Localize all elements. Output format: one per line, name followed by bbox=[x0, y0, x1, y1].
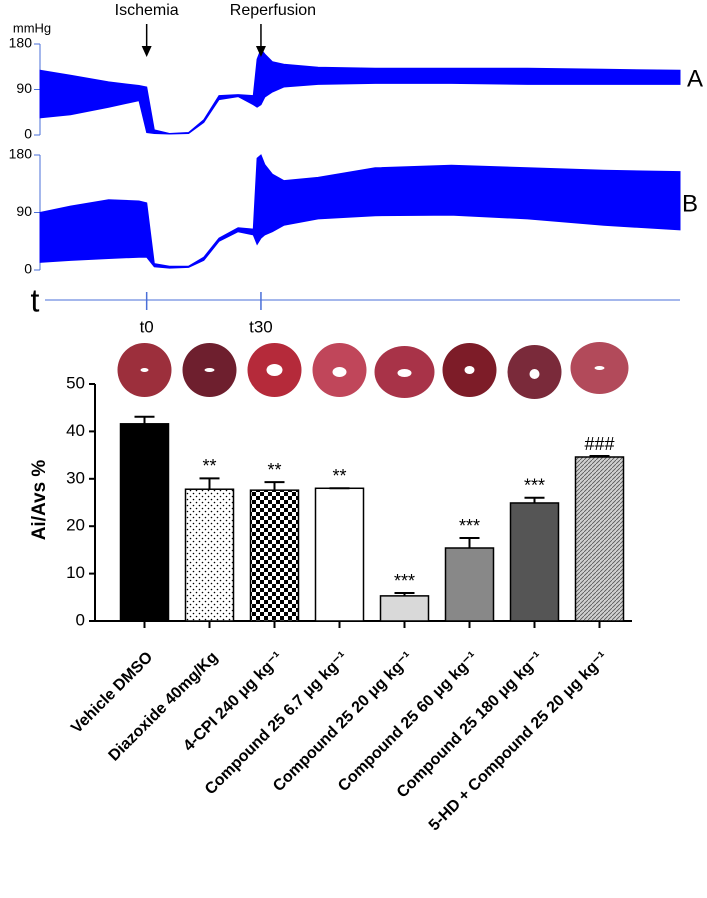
x-tick-label: t30 bbox=[249, 317, 273, 336]
significance-label: *** bbox=[459, 516, 480, 536]
y-axis-label: mmHg bbox=[13, 20, 51, 35]
bar bbox=[249, 489, 300, 622]
significance-label: *** bbox=[524, 476, 545, 496]
significance-label: ** bbox=[332, 466, 346, 486]
y-tick-label: 90 bbox=[16, 80, 32, 96]
annotation: Reperfusion bbox=[230, 2, 316, 19]
error-bar bbox=[134, 415, 155, 424]
x-tick-label: Compound 25 60 μg kg⁻¹ bbox=[335, 649, 481, 795]
x-tick-label: Diazoxide 40mg/Kg bbox=[106, 649, 222, 765]
heart-slices bbox=[117, 342, 629, 399]
y-tick-label: 0 bbox=[24, 126, 32, 142]
bar bbox=[509, 502, 560, 622]
error-bar bbox=[524, 496, 545, 503]
error-bar bbox=[199, 477, 220, 490]
arrow-head bbox=[255, 46, 266, 57]
x-tick-label: Compound 25 20 μg kg⁻¹ bbox=[270, 649, 416, 795]
significance-label: ** bbox=[202, 456, 216, 476]
pressure-trace bbox=[39, 154, 681, 269]
bar bbox=[379, 595, 430, 622]
bar bbox=[444, 547, 495, 622]
y-tick-label: 180 bbox=[9, 35, 33, 51]
error-bar bbox=[589, 455, 610, 458]
y-axis-label: Ai/Avs % bbox=[29, 460, 50, 541]
bar bbox=[119, 423, 170, 622]
error-bar bbox=[394, 592, 415, 596]
trace-label: B bbox=[682, 190, 698, 217]
arrow-head bbox=[141, 46, 152, 57]
trace-label: A bbox=[687, 65, 703, 92]
x-tick-label: t0 bbox=[140, 317, 154, 336]
y-tick-label: 0 bbox=[76, 610, 85, 629]
significance-label: *** bbox=[394, 571, 415, 591]
significance-label: ** bbox=[267, 460, 281, 480]
y-tick-label: 10 bbox=[66, 563, 85, 582]
bar bbox=[184, 488, 235, 622]
y-tick-label: 180 bbox=[9, 146, 33, 162]
y-tick-label: 90 bbox=[16, 203, 32, 219]
error-bar bbox=[459, 537, 480, 549]
bar bbox=[314, 487, 365, 622]
x-axis-label: t bbox=[31, 282, 40, 318]
y-tick-label: 30 bbox=[66, 468, 85, 487]
bar bbox=[574, 456, 625, 622]
y-tick-label: 20 bbox=[66, 516, 85, 535]
y-tick-label: 40 bbox=[66, 421, 85, 440]
error-bar bbox=[264, 481, 285, 491]
significance-label: ### bbox=[584, 434, 614, 454]
y-tick-label: 0 bbox=[24, 261, 32, 277]
y-tick-label: 50 bbox=[66, 373, 85, 392]
pressure-trace bbox=[39, 48, 681, 135]
annotation: Ischemia bbox=[115, 2, 179, 19]
